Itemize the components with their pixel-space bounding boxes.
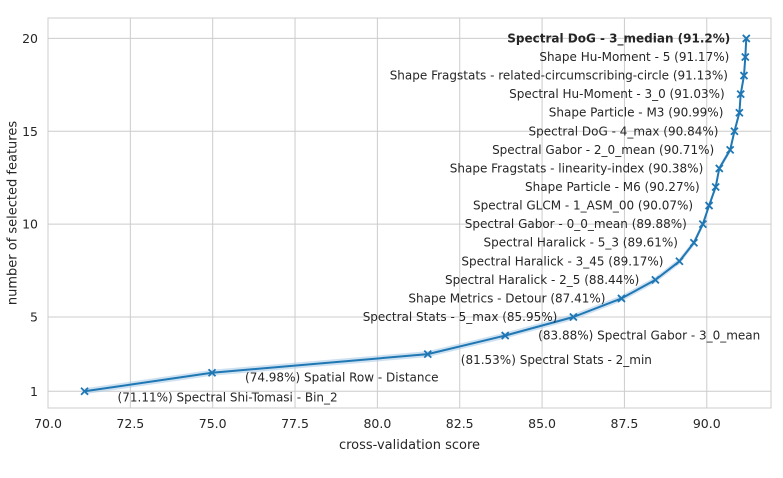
marker-stroke: [726, 145, 735, 154]
point-annotation: Shape Particle - M3 (90.99%): [549, 106, 724, 120]
point-annotation: Spectral DoG - 4_max (90.84%): [529, 124, 719, 138]
point-annotation: (81.53%) Spectral Stats - 2_min: [461, 353, 652, 367]
x-axis-label: cross-validation score: [339, 438, 480, 453]
marker-stroke: [711, 182, 720, 192]
marker-stroke: [501, 331, 510, 340]
x-tick-label: 87.5: [611, 416, 639, 431]
point-annotation: Spectral Hu-Moment - 3_0 (91.03%): [509, 87, 725, 101]
grid-layer: [47, 18, 771, 408]
x-tick-label: 90.0: [693, 416, 721, 431]
data-point-marker: [689, 238, 699, 247]
marker-stroke: [569, 312, 578, 322]
point-annotation: Spectral Gabor - 2_0_mean (90.71%): [492, 143, 714, 157]
point-annotation: Spectral Haralick - 5_3 (89.61%): [484, 236, 678, 250]
data-point-marker: [423, 350, 432, 359]
marker-stroke: [80, 387, 89, 396]
marker-stroke: [704, 201, 714, 210]
data-point-marker: [711, 182, 720, 192]
point-annotation: Shape Fragstats - linearity-index (90.38…: [450, 161, 704, 175]
data-point-marker: [730, 127, 739, 136]
data-point-marker: [715, 164, 724, 173]
point-annotation: (83.88%) Spectral Gabor - 3_0_mean: [538, 329, 760, 343]
x-tick-label: 72.5: [116, 416, 144, 431]
marker-stroke: [741, 52, 750, 62]
data-point-marker: [704, 201, 714, 210]
marker-stroke: [617, 294, 626, 303]
x-tick-label: 80.0: [363, 416, 391, 431]
annotation-layer: (71.11%) Spectral Shi-Tomasi - Bin_2 (74.…: [118, 31, 761, 404]
point-annotation: Shape Metrics - Detour (87.41%): [408, 291, 605, 305]
marker-stroke: [736, 90, 745, 99]
y-tick-label: 20: [22, 31, 38, 46]
point-annotation: Spectral Stats - 5_max (85.95%): [363, 310, 558, 324]
data-point-marker: [736, 90, 745, 99]
series-line-layer: [84, 38, 748, 393]
marker-stroke: [739, 71, 749, 80]
point-annotation: Spectral DoG - 3_median (91.2%): [507, 31, 730, 46]
marker-stroke: [730, 127, 739, 136]
marker-stroke: [742, 34, 751, 43]
marker-stroke: [207, 368, 217, 377]
point-annotation: Shape Particle - M6 (90.27%): [525, 180, 700, 194]
point-annotation: Shape Fragstats - related-circumscribing…: [390, 69, 728, 83]
y-tick-label: 10: [22, 217, 38, 232]
series-line: [84, 38, 748, 393]
marker-stroke: [423, 350, 432, 359]
plot-frame: [47, 17, 772, 409]
data-point-marker: [742, 34, 751, 43]
marker-stroke: [675, 257, 684, 266]
marker-stroke: [651, 275, 660, 284]
marker-stroke: [698, 220, 707, 229]
data-point-marker: [726, 145, 735, 154]
data-point-marker: [569, 312, 578, 322]
point-annotation: Spectral Haralick - 3_45 (89.17%): [461, 254, 663, 268]
data-point-marker: [207, 368, 217, 377]
data-point-marker: [698, 220, 707, 229]
y-tick-label: 1: [30, 384, 38, 399]
marker-stroke: [735, 108, 744, 117]
data-point-marker: [617, 294, 626, 303]
x-tick-label: 77.5: [281, 416, 309, 431]
data-point-marker: [735, 108, 744, 117]
marker-stroke: [689, 238, 699, 247]
point-annotation: Shape Hu-Moment - 5 (91.17%): [539, 50, 729, 64]
data-point-marker: [741, 52, 750, 62]
point-annotation: (71.11%) Spectral Shi-Tomasi - Bin_2: [118, 390, 338, 404]
marker-layer: [80, 34, 751, 396]
marker-stroke: [715, 164, 724, 173]
data-point-marker: [675, 257, 684, 266]
data-point-marker: [501, 331, 510, 340]
point-annotation: (74.98%) Spatial Row - Distance: [245, 371, 438, 385]
point-annotation: Spectral Haralick - 2_5 (88.44%): [445, 273, 639, 287]
x-tick-label: 75.0: [199, 416, 227, 431]
x-tick-label: 82.5: [446, 416, 474, 431]
y-axis-label: number of selected features: [6, 121, 21, 305]
point-annotation: Spectral GLCM - 1_ASM_00 (90.07%): [473, 199, 693, 213]
x-tick-label: 70.0: [34, 416, 62, 431]
tick-label-layer: 70.0 72.5 75.0 77.5 80.0 82.5 85.0 87.5 90.01510…: [22, 31, 721, 431]
x-tick-label: 85.0: [528, 416, 556, 431]
data-point-marker: [739, 71, 749, 80]
data-point-marker: [651, 275, 660, 284]
y-tick-label: 15: [22, 124, 38, 139]
data-point-marker: [80, 387, 89, 396]
y-tick-label: 5: [30, 310, 38, 325]
point-annotation: Spectral Gabor - 0_0_mean (89.88%): [465, 217, 687, 231]
